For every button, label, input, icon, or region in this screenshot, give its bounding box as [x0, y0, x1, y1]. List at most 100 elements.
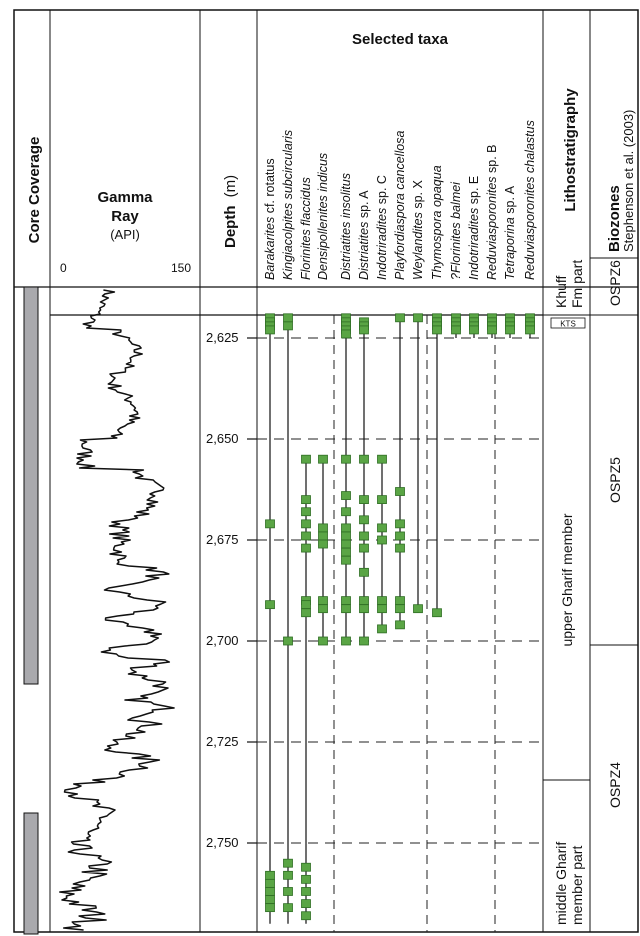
- taxon-qualifier: sp. A: [357, 190, 371, 222]
- taxon-sample-marker: [506, 326, 515, 334]
- gamma-header-line1: Gamma: [97, 189, 153, 206]
- taxon-sample-marker: [488, 326, 497, 334]
- taxon-sample-marker: [302, 863, 311, 871]
- biozone-ospz6: OSPZ6: [607, 260, 623, 306]
- taxon-sample-marker: [396, 621, 405, 629]
- taxon-label: Playfordiaspora cancellosa: [393, 131, 407, 280]
- taxon-sample-marker: [302, 609, 311, 617]
- taxon-name: Reduviasporonites chalastus: [523, 120, 537, 280]
- taxon-label: ?Florinites balmei: [449, 181, 463, 280]
- taxon-sample-marker: [360, 605, 369, 613]
- depth-tick-label: 2,725: [206, 734, 239, 749]
- taxon-sample-marker: [360, 516, 369, 524]
- taxon-sample-marker: [302, 875, 311, 883]
- core-coverage-header: Core Coverage: [26, 137, 43, 244]
- taxon-name: Indotriradites: [375, 208, 389, 280]
- taxon-sample-marker: [302, 887, 311, 895]
- taxon-sample-marker: [396, 314, 405, 322]
- taxon-sample-marker: [319, 455, 328, 463]
- taxon-label: Thymospora opaqua: [430, 165, 444, 280]
- taxon-sample-marker: [526, 326, 535, 334]
- depth-grid: [247, 338, 543, 843]
- taxon-label: Reduviasporonites chalastus: [523, 120, 537, 280]
- lithostratigraphy-header: Lithostratigraphy: [562, 88, 579, 212]
- taxon-sample-marker: [433, 609, 442, 617]
- taxon-sample-marker: [302, 900, 311, 908]
- taxon-sample-marker: [360, 544, 369, 552]
- taxon-qualifier: cf. rotatus: [263, 158, 277, 216]
- taxon-sample-marker: [266, 904, 275, 912]
- taxon-sample-marker: [266, 879, 275, 887]
- taxon-sample-marker: [319, 524, 328, 532]
- gamma-unit: (API): [110, 227, 140, 242]
- depth-tick-label: 2,650: [206, 431, 239, 446]
- taxon-sample-marker: [342, 637, 351, 645]
- taxon-sample-marker: [360, 637, 369, 645]
- depth-header: Depth (m): [222, 175, 239, 248]
- kts-label: KTS: [560, 320, 576, 329]
- taxon-sample-marker: [266, 326, 275, 334]
- taxon-sample-marker: [319, 540, 328, 548]
- taxon-name: Indotriradites: [467, 208, 481, 280]
- depth-tick-label: 2,625: [206, 330, 239, 345]
- taxon-name: Distriatites: [357, 222, 371, 280]
- taxon-sample-marker: [302, 912, 311, 920]
- core-bar-upper: [24, 287, 38, 684]
- taxon-sample-marker: [360, 532, 369, 540]
- taxon-qualifier: sp. B: [485, 144, 499, 176]
- taxon-sample-marker: [378, 496, 387, 504]
- taxon-sample-marker: [319, 532, 328, 540]
- taxon-sample-marker: [302, 496, 311, 504]
- taxon-name: Thymospora opaqua: [430, 165, 444, 280]
- taxon-sample-marker: [360, 597, 369, 605]
- upper-gharif-label: upper Gharif member: [559, 513, 575, 646]
- taxon-label: Barakarites cf. rotatus: [263, 158, 277, 280]
- taxon-qualifier: sp. E: [467, 176, 481, 208]
- depth-tick-label: 2,750: [206, 835, 239, 850]
- taxon-sample-marker: [342, 455, 351, 463]
- taxon-sample-marker: [284, 859, 293, 867]
- taxon-name: ?Florinites balmei: [449, 181, 463, 280]
- taxon-sample-marker: [342, 524, 351, 532]
- taxon-sample-marker: [342, 492, 351, 500]
- taxon-sample-marker: [396, 532, 405, 540]
- taxon-sample-marker: [302, 508, 311, 516]
- taxon-sample-marker: [284, 637, 293, 645]
- taxon-name: Kingiacolpites subcircularis: [281, 130, 295, 280]
- taxon-sample-marker: [284, 904, 293, 912]
- taxon-sample-marker: [266, 887, 275, 895]
- taxon-sample-marker: [266, 520, 275, 528]
- frame: [14, 10, 638, 932]
- taxon-sample-marker: [302, 532, 311, 540]
- taxon-sample-marker: [284, 322, 293, 330]
- taxon-name: Playfordiaspora cancellosa: [393, 131, 407, 280]
- taxon-sample-marker: [378, 524, 387, 532]
- taxa-ranges: [266, 314, 535, 924]
- taxon-sample-marker: [360, 326, 369, 334]
- taxon-sample-marker: [342, 540, 351, 548]
- taxon-sample-marker: [378, 605, 387, 613]
- taxon-sample-marker: [360, 455, 369, 463]
- taxon-label: Distriatites sp. A: [357, 190, 371, 280]
- taxon-sample-marker: [342, 556, 351, 564]
- taxon-label: Distriatites insolitus: [339, 173, 353, 280]
- selected-taxa-header: Selected taxa: [352, 31, 449, 48]
- taxon-qualifier: sp. C: [375, 175, 389, 208]
- taxon-sample-marker: [284, 314, 293, 322]
- depth-tick-label: 2,700: [206, 633, 239, 648]
- taxon-sample-marker: [452, 326, 461, 334]
- gamma-header-line2: Ray: [111, 208, 139, 225]
- khuff-label-line2: Fm part: [569, 260, 585, 308]
- taxon-sample-marker: [342, 532, 351, 540]
- taxon-name: Florinites flaccidus: [299, 177, 313, 280]
- taxon-sample-marker: [414, 605, 423, 613]
- taxon-sample-marker: [378, 455, 387, 463]
- taxon-sample-marker: [414, 314, 423, 322]
- taxon-sample-marker: [470, 326, 479, 334]
- taxon-sample-marker: [342, 548, 351, 556]
- taxon-sample-marker: [319, 597, 328, 605]
- taxon-sample-marker: [342, 330, 351, 338]
- taxon-sample-marker: [378, 597, 387, 605]
- taxa-group-separators: [334, 315, 495, 932]
